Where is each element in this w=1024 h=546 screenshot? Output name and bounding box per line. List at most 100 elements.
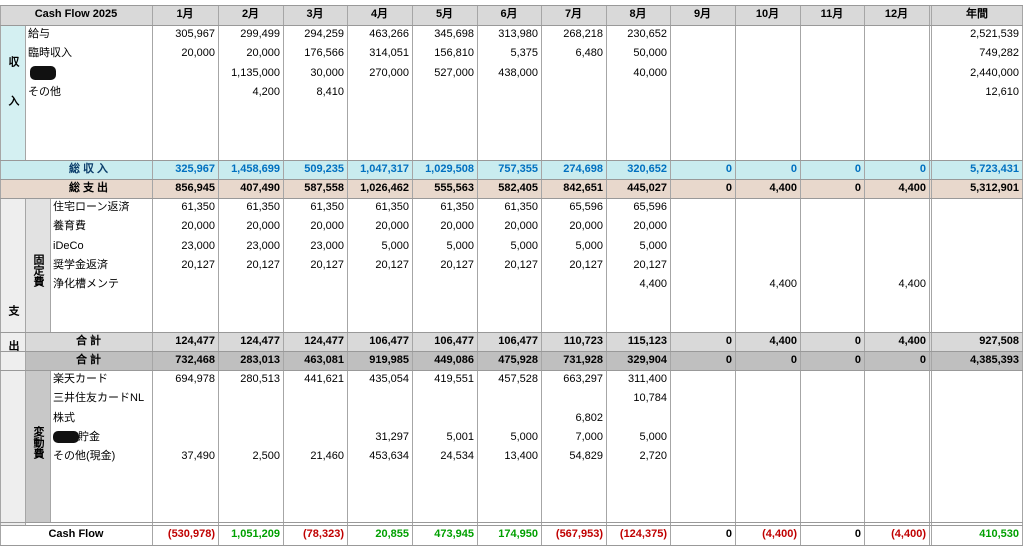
value-cell: 20,000 bbox=[181, 220, 215, 233]
group-bg bbox=[0, 198, 25, 525]
value-cell: 0 bbox=[919, 163, 926, 175]
row-label: 住宅ローン返済 bbox=[53, 201, 130, 213]
value-cell: 65,596 bbox=[569, 201, 603, 213]
value-cell: 457,528 bbox=[498, 373, 538, 385]
value-cell: 435,054 bbox=[369, 373, 409, 385]
month-header: 8月 bbox=[629, 8, 647, 20]
value-cell: 61,350 bbox=[504, 201, 538, 213]
header-title: Cash Flow 2025 bbox=[34, 8, 118, 20]
value-cell: 1,029,508 bbox=[425, 163, 474, 175]
row-label: 臨時収入 bbox=[28, 47, 72, 60]
value-cell: 407,490 bbox=[240, 182, 280, 194]
col-border bbox=[0, 5, 1, 545]
value-cell: 5,000 bbox=[510, 239, 538, 252]
value-cell: 305,967 bbox=[175, 28, 215, 40]
value-cell: (567,953) bbox=[555, 528, 603, 540]
value-cell: 20,127 bbox=[246, 258, 280, 271]
value-cell: 509,235 bbox=[304, 163, 344, 175]
row-border bbox=[0, 179, 1023, 180]
row-label: 貯金 bbox=[78, 430, 100, 443]
value-cell: 2,720 bbox=[639, 450, 667, 463]
value-cell: 0 bbox=[854, 335, 861, 347]
value-cell: 20,000 bbox=[504, 220, 538, 233]
value-cell: 20,000 bbox=[440, 220, 474, 233]
value-cell: 20,127 bbox=[569, 258, 603, 271]
value-cell: 5,000 bbox=[639, 430, 667, 443]
row-label: 三井住友カードNL bbox=[53, 392, 145, 405]
value-cell: 0 bbox=[854, 528, 861, 540]
value-cell: (530,978) bbox=[167, 528, 215, 540]
value-cell: 20,855 bbox=[375, 528, 409, 540]
annual-cell: 2,440,000 bbox=[970, 66, 1019, 79]
value-cell: 61,350 bbox=[181, 201, 215, 213]
row-label: 株式 bbox=[53, 411, 75, 424]
value-cell: 61,350 bbox=[440, 201, 474, 213]
value-cell: 20,127 bbox=[375, 258, 409, 271]
value-cell: 527,000 bbox=[434, 66, 474, 79]
value-cell: 6,480 bbox=[575, 47, 603, 60]
group-bg bbox=[25, 370, 50, 522]
col-border bbox=[541, 5, 542, 545]
value-cell: 280,513 bbox=[240, 373, 280, 385]
value-cell: 110,723 bbox=[563, 335, 603, 347]
group-bg bbox=[25, 198, 50, 332]
value-cell: 4,400 bbox=[898, 182, 926, 194]
col-border bbox=[152, 5, 153, 545]
value-cell: 1,135,000 bbox=[231, 66, 280, 79]
value-cell: 5,000 bbox=[575, 239, 603, 252]
value-cell: 37,490 bbox=[181, 450, 215, 463]
value-cell: 23,000 bbox=[246, 239, 280, 252]
col-border bbox=[347, 5, 348, 545]
value-cell: 61,350 bbox=[246, 201, 280, 213]
value-cell: 313,980 bbox=[498, 28, 538, 40]
value-cell: 174,950 bbox=[498, 528, 538, 540]
value-cell: 4,400 bbox=[769, 182, 797, 194]
value-cell: 463,266 bbox=[369, 28, 409, 40]
value-cell: 31,297 bbox=[375, 430, 409, 443]
row-border bbox=[0, 5, 1023, 6]
value-cell: 320,652 bbox=[627, 163, 667, 175]
value-cell: 4,400 bbox=[769, 278, 797, 291]
value-cell: (124,375) bbox=[619, 528, 667, 540]
expense-total-bg bbox=[0, 179, 1022, 198]
value-cell: 294,259 bbox=[304, 28, 344, 40]
month-header: 10月 bbox=[755, 8, 780, 20]
value-cell: 20,127 bbox=[181, 258, 215, 271]
value-cell: 555,563 bbox=[434, 182, 474, 194]
value-cell: 453,634 bbox=[369, 450, 409, 463]
value-cell: 6,802 bbox=[575, 411, 603, 424]
value-cell: 299,499 bbox=[240, 28, 280, 40]
value-cell: 23,000 bbox=[310, 239, 344, 252]
col-border bbox=[50, 370, 51, 522]
value-cell: 8,410 bbox=[316, 85, 344, 98]
row-border bbox=[0, 522, 1023, 523]
value-cell: 40,000 bbox=[633, 66, 667, 79]
value-cell: 0 bbox=[725, 182, 732, 194]
value-cell: 314,051 bbox=[369, 47, 409, 60]
value-cell: 757,355 bbox=[498, 163, 538, 175]
value-cell: 5,000 bbox=[510, 430, 538, 443]
col-border bbox=[50, 198, 51, 332]
value-cell: 65,596 bbox=[633, 201, 667, 213]
value-cell: 20,000 bbox=[246, 220, 280, 233]
value-cell: 124,477 bbox=[240, 335, 280, 347]
value-cell: 7,000 bbox=[575, 430, 603, 443]
value-cell: 0 bbox=[790, 354, 797, 366]
value-cell: 61,350 bbox=[310, 201, 344, 213]
value-cell: 2,500 bbox=[252, 450, 280, 463]
row-border bbox=[0, 332, 1023, 333]
value-cell: 4,400 bbox=[639, 278, 667, 291]
value-cell: 50,000 bbox=[633, 47, 667, 60]
value-cell: 0 bbox=[854, 163, 861, 175]
value-cell: 473,945 bbox=[434, 528, 474, 540]
value-cell: 24,534 bbox=[440, 450, 474, 463]
value-cell: 20,000 bbox=[633, 220, 667, 233]
value-cell: 23,000 bbox=[181, 239, 215, 252]
value-cell: 156,810 bbox=[434, 47, 474, 60]
value-cell: 5,375 bbox=[510, 47, 538, 60]
value-cell: 20,127 bbox=[440, 258, 474, 271]
value-cell: 20,000 bbox=[569, 220, 603, 233]
value-cell: 325,967 bbox=[175, 163, 215, 175]
value-cell: 345,698 bbox=[434, 28, 474, 40]
col-border bbox=[412, 5, 413, 545]
